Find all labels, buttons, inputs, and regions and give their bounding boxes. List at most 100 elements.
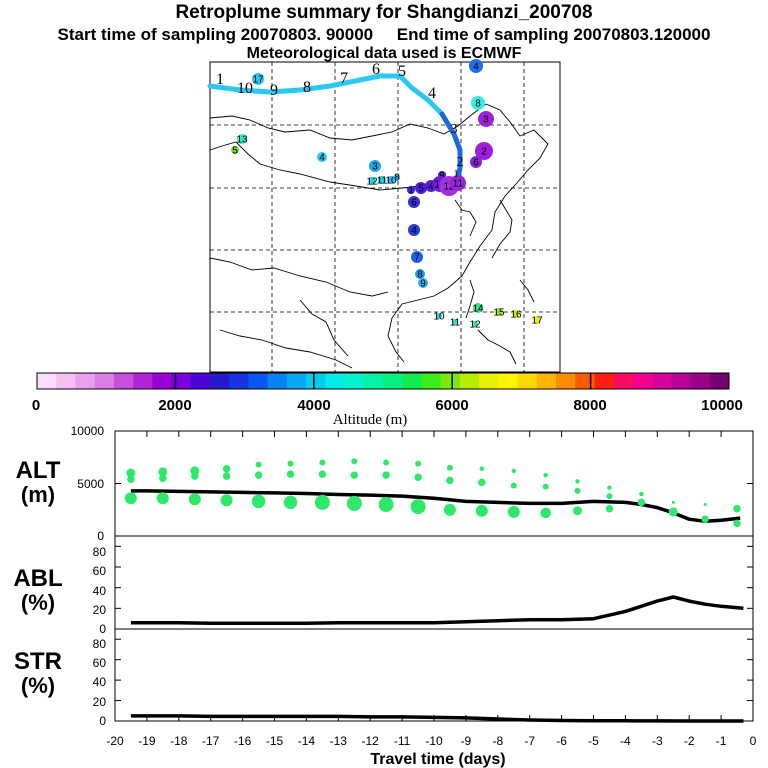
alt-series-line — [130, 489, 741, 524]
plume-point-label: 14 — [472, 304, 484, 315]
colorbar-cell — [459, 373, 480, 389]
x-tick-label: -7 — [524, 734, 535, 748]
x-tick-label: -19 — [138, 734, 156, 748]
alt-plume-point — [158, 467, 168, 477]
abl-yunit: (%) — [21, 590, 55, 615]
x-tick-label: -20 — [106, 734, 124, 748]
plume-point-label: 10 — [433, 312, 445, 323]
colorbar-cell — [440, 373, 461, 389]
colorbar-cell — [344, 373, 365, 389]
alt-ytick-0: 0 — [97, 529, 104, 543]
x-tick-label: 0 — [750, 734, 757, 748]
alt-plume-point — [415, 460, 422, 467]
met-data-label: Meteorological data used is ECMWF — [246, 45, 522, 62]
colorbar-cell — [75, 373, 95, 389]
trajectory-line — [207, 73, 463, 181]
plume-point-label: 10 — [385, 176, 397, 187]
plume-point — [394, 174, 400, 180]
alt-plume-point — [540, 507, 551, 519]
alt-plume-point — [222, 472, 231, 480]
colorbar-cell — [229, 373, 249, 389]
abl-panel: ABL (%) 80 60 40 20 0 — [13, 535, 754, 636]
plume-point — [415, 182, 427, 194]
alt-plume-point — [703, 503, 707, 506]
x-tick-label: -16 — [234, 734, 252, 748]
colorbar-cell — [498, 373, 518, 389]
colorbar-cell — [632, 373, 653, 389]
plume-point-label: 1 — [408, 186, 414, 197]
plume-point-label: 13 — [236, 135, 248, 146]
plume-point-label: 4 — [319, 153, 325, 164]
alt-plume-point — [127, 475, 135, 484]
colorbar-cell — [690, 373, 711, 389]
x-tick-label: -10 — [425, 734, 443, 748]
plume-point-label: 11 — [377, 176, 388, 187]
alt-plume-point — [542, 483, 549, 490]
colorbar-cell — [113, 373, 134, 389]
plume-point-label: 9 — [439, 171, 445, 182]
chart-title: Retroplume summary for Shangdianzi_20070… — [175, 2, 593, 23]
str-panel: STR (%) 80 60 40 20 0 -20 -19 -18 -17 -16 -15… — [14, 431, 757, 768]
plume-points: 1748326135431211108915410121164789141516… — [231, 59, 543, 331]
sampling-times: Start time of sampling 20070803. 90000 E… — [0, 25, 768, 45]
alt-ylabel: ALT — [16, 457, 61, 484]
alt-plume-point — [156, 492, 169, 505]
str-frame — [114, 628, 754, 722]
str-yunit: (%) — [21, 673, 55, 698]
trajectory-day-label: 4 — [428, 85, 436, 102]
alt-plume-point — [671, 500, 675, 504]
plume-point — [407, 186, 415, 194]
alt-ytick-10000: 10000 — [71, 424, 105, 438]
str-ytick-20: 20 — [93, 695, 107, 709]
x-axis-label: Travel time (days) — [370, 751, 505, 768]
plume-point-label: 11 — [453, 179, 464, 190]
alt-plume-point — [383, 459, 390, 466]
alt-plume-point — [606, 493, 613, 500]
colorbar-cell — [671, 373, 691, 389]
alt-plume-point — [350, 471, 359, 479]
abl-series-line — [130, 595, 744, 626]
trajectory-day-label: 10 — [237, 80, 253, 97]
alt-plume-point — [475, 504, 488, 517]
alt-plume-point — [605, 504, 614, 513]
plume-point-label: 5 — [418, 184, 424, 195]
alt-ytick-5000: 5000 — [77, 477, 104, 491]
plume-point-label: 4 — [473, 62, 479, 73]
plume-point-label: 5 — [232, 146, 238, 157]
x-tick-label: -17 — [202, 734, 220, 748]
plume-point-label: 17 — [531, 316, 543, 327]
str-ylabel: STR — [14, 648, 62, 675]
abl-frame — [114, 535, 754, 630]
plume-point-label: 8 — [417, 270, 423, 281]
colorbar-cell — [594, 373, 614, 389]
plume-point — [369, 160, 381, 172]
plume-point-label: 3 — [372, 162, 378, 173]
plume-point-label: 12 — [469, 320, 481, 331]
colorbar-cell — [402, 373, 422, 389]
plume-point-label: 8 — [394, 173, 400, 184]
plume-point — [418, 278, 428, 288]
abl-ytick-40: 40 — [93, 584, 107, 598]
alt-plume-point — [637, 498, 646, 507]
abl-ytick-0: 0 — [99, 622, 106, 636]
plume-point — [368, 177, 376, 185]
alt-plume-point — [446, 476, 454, 485]
colorbar-cell — [306, 373, 326, 389]
plume-point-label: 9 — [420, 279, 426, 290]
plume-point — [495, 308, 503, 316]
x-tick-label: -11 — [394, 734, 411, 748]
alt-plume-point — [287, 460, 294, 467]
alt-plume-point — [351, 458, 358, 465]
colorbar-cell — [613, 373, 634, 389]
plume-point — [471, 96, 485, 110]
plume-point-label: 12 — [366, 177, 378, 188]
x-tick-label: -9 — [461, 734, 472, 748]
colorbar-tick-6000: 6000 — [435, 397, 468, 414]
plume-point — [408, 224, 420, 236]
trajectory-day-label: 5 — [398, 63, 406, 80]
plume-point — [378, 176, 386, 184]
trajectory-day-label: 7 — [340, 70, 348, 87]
str-ytick-80: 80 — [93, 637, 107, 651]
colorbar-cell — [152, 373, 172, 389]
map-frame — [209, 61, 561, 373]
